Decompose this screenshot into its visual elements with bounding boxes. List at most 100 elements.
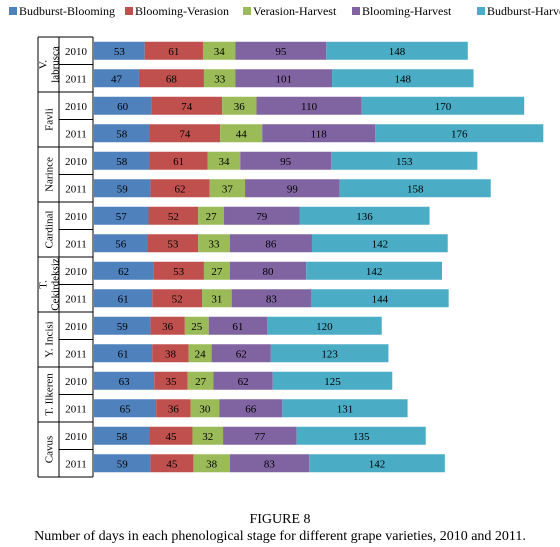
year-label: 2011: [65, 128, 87, 140]
bar-segment: [202, 41, 236, 60]
data-label: 61: [118, 348, 129, 360]
data-label: 62: [175, 183, 186, 195]
data-label: 135: [353, 431, 370, 443]
data-label: 79: [256, 211, 268, 223]
bar-segment: [94, 261, 154, 280]
data-label: 38: [165, 348, 177, 360]
bar-segment: [149, 151, 208, 170]
data-label: 83: [264, 458, 276, 470]
year-label: 2011: [65, 348, 87, 360]
data-label: 101: [276, 73, 293, 85]
bar-segment: [306, 261, 442, 280]
bar-segment: [203, 261, 230, 280]
bar-segment: [94, 69, 139, 88]
year-label: 2011: [65, 238, 87, 250]
data-label: 33: [214, 73, 226, 85]
bar-segment: [309, 454, 445, 473]
year-label: 2010: [65, 321, 88, 333]
data-label: 62: [236, 348, 247, 360]
data-label: 36: [234, 101, 246, 113]
bar-segment: [94, 151, 150, 170]
data-label: 158: [407, 183, 424, 195]
legend-swatch: [477, 7, 485, 15]
data-label: 30: [199, 403, 211, 415]
year-label: 2011: [65, 73, 87, 85]
data-label: 123: [321, 348, 338, 360]
data-label: 144: [372, 293, 389, 305]
data-label: 38: [206, 458, 218, 470]
year-label: 2010: [65, 211, 88, 223]
variety-label: Y. Incisi: [44, 321, 56, 357]
data-label: 27: [206, 211, 218, 223]
bar-segment: [192, 426, 224, 445]
data-label: 118: [311, 128, 328, 140]
figure-label: FIGURE 8: [249, 512, 311, 527]
bar-segment: [151, 96, 223, 115]
data-label: 62: [238, 376, 249, 388]
data-label: 74: [181, 101, 193, 113]
bar-segment: [184, 316, 209, 335]
bar-segment: [208, 316, 268, 335]
bar-segment: [375, 124, 544, 143]
data-label: 142: [366, 266, 383, 278]
bar-segment: [211, 344, 271, 363]
bar-segment: [231, 289, 312, 308]
variety-label: Favli: [44, 108, 56, 131]
bar-segment: [267, 316, 382, 335]
bar-segment: [339, 179, 491, 198]
data-label: 47: [111, 73, 123, 85]
legend-label: Budburst-Blooming: [19, 4, 115, 18]
legend-label: Budburst-Harvest: [487, 4, 560, 18]
data-label: 61: [168, 46, 179, 58]
year-label: 2011: [65, 183, 87, 195]
data-label: 125: [324, 376, 341, 388]
bar-segment: [207, 151, 241, 170]
bar-segment: [222, 96, 257, 115]
bar-segment: [149, 124, 221, 143]
variety-label: Cavus: [44, 436, 56, 464]
bar-segment: [154, 371, 188, 390]
bar-segment: [94, 289, 153, 308]
bar-segment: [213, 371, 273, 390]
year-label: 2010: [65, 46, 88, 58]
bar-segment: [235, 69, 333, 88]
bar-segment: [153, 261, 204, 280]
data-label: 170: [435, 101, 452, 113]
bar-segment: [223, 426, 297, 445]
bar-segment: [256, 96, 362, 115]
bar-segment: [188, 344, 212, 363]
bar-segment: [270, 344, 389, 363]
year-label: 2010: [65, 431, 88, 443]
data-label: 27: [211, 266, 223, 278]
data-label: 61: [173, 156, 184, 168]
data-label: 59: [117, 321, 129, 333]
bar-segment: [94, 206, 149, 225]
bar-segment: [203, 69, 236, 88]
data-label: 52: [168, 211, 179, 223]
data-label: 74: [179, 128, 191, 140]
legend-swatch: [243, 7, 251, 15]
bar-segment: [147, 234, 199, 253]
data-label: 57: [116, 211, 128, 223]
data-label: 31: [211, 293, 222, 305]
bar-segment: [235, 41, 327, 60]
data-label: 32: [202, 431, 213, 443]
legend-swatch: [9, 7, 17, 15]
data-label: 120: [316, 321, 333, 333]
data-label: 61: [118, 293, 129, 305]
data-label: 45: [165, 431, 177, 443]
bar-segment: [94, 426, 150, 445]
data-label: 58: [116, 431, 128, 443]
data-label: 53: [173, 266, 185, 278]
data-label: 95: [280, 156, 292, 168]
data-label: 136: [356, 211, 373, 223]
data-label: 45: [166, 458, 178, 470]
variety-label: T.Cekirdeksiz: [38, 258, 62, 311]
bar-segment: [198, 206, 225, 225]
data-label: 95: [275, 46, 287, 58]
data-label: 36: [168, 403, 180, 415]
bar-segment: [150, 179, 210, 198]
data-label: 66: [245, 403, 257, 415]
data-label: 37: [222, 183, 234, 195]
bar-segment: [311, 289, 449, 308]
